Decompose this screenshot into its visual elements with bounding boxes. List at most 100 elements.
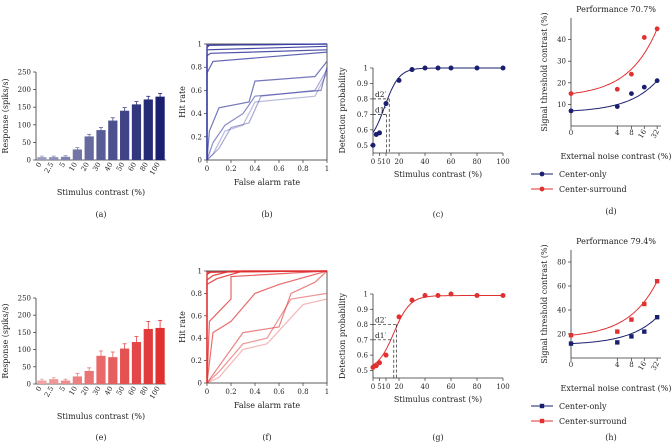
panel-h-data-point <box>568 333 574 338</box>
panel-c-data-point <box>409 67 415 73</box>
panel-f-xtick-label: 0.2 <box>225 388 236 396</box>
panel-c-data-point <box>500 65 506 71</box>
panel-g-ylabel: Detection probability <box>338 292 347 379</box>
panel-c-ylabel: Detection probability <box>338 67 347 154</box>
panel-h-xtick-label: 32 <box>650 360 661 372</box>
panel-a-xtick-label: 80 <box>139 161 150 173</box>
panel-h-data-point <box>629 334 634 339</box>
panel-b-ytick-label: 0.4 <box>191 110 203 118</box>
panel-h-data-point <box>615 329 620 334</box>
panel-f-ytick-label: 0.6 <box>191 312 203 320</box>
panel-h-label: (h) <box>605 433 616 442</box>
panel-f-roc-curve <box>206 270 327 383</box>
panel-h-title: Performance 79.4% <box>576 237 656 246</box>
panel-e-bar <box>131 342 142 384</box>
panel-g-data-point <box>383 352 389 358</box>
panel-g-ytick-label: 0.5 <box>357 367 368 375</box>
panel-h-data-point <box>568 341 574 346</box>
panel-g-xtick-label: 5 <box>377 383 381 391</box>
panel-d-data-point <box>641 84 647 90</box>
panel-d-legend-marker <box>539 186 545 192</box>
panel-e-xtick-label: 2.5 <box>43 385 55 399</box>
panel-b-ytick-label: 1 <box>198 41 202 49</box>
panel-c-data-point <box>383 101 389 107</box>
panel-b-xtick-label: 0.4 <box>249 165 261 173</box>
panel-g-xlabel: Stimulus contrast (%) <box>394 395 482 404</box>
panel-c-xtick-label: 20 <box>395 158 404 166</box>
panel-g-xtick-label: 60 <box>447 383 456 391</box>
panel-g-data-point <box>409 297 415 303</box>
panel-c-ytick-label: 0.7 <box>357 111 368 119</box>
panel-d-data-point <box>629 91 634 96</box>
panel-a-xtick-label: 30 <box>91 161 102 173</box>
panel-a-xtick-label: 40 <box>103 161 114 173</box>
panel-g-xtick-label: 40 <box>421 383 430 391</box>
panel-b-ylabel: Hit rate <box>178 86 187 118</box>
panel-b-roc-curve <box>206 45 328 160</box>
panel-g-xtick-label: 100 <box>496 383 509 391</box>
panel-e-xtick-label: 30 <box>91 385 102 397</box>
panel-e-bar <box>120 348 130 384</box>
panel-h-ytick-label: 80 <box>557 259 566 267</box>
panel-f-xtick-label: 0.6 <box>273 388 285 396</box>
panel-d-legend-label: Center-surround <box>559 185 627 194</box>
panel-b-roc-curve <box>206 49 328 160</box>
panel-h-legend-marker <box>539 418 545 424</box>
panel-h-data-point <box>654 315 660 320</box>
panel-g-ytick-label: 0.8 <box>357 321 368 329</box>
panel-d-ylabel: Signal threshold contrast (%) <box>540 12 549 131</box>
panel-e-ytick-label: 100 <box>18 346 31 354</box>
panel-h-ytick-label: 40 <box>557 307 566 315</box>
panel-f-ylabel: Hit rate <box>178 311 187 343</box>
panel-g-data-point <box>422 293 428 299</box>
panel-a-bar <box>72 149 82 160</box>
panel-g-data-point <box>500 293 506 299</box>
panel-a-bar <box>37 157 47 160</box>
panel-c-xtick-label: 100 <box>496 158 509 166</box>
panel-e-ytick-label: 50 <box>22 363 31 371</box>
panel-f-xlabel: False alarm rate <box>234 401 301 410</box>
panel-b-label: (b) <box>261 210 272 219</box>
panel-g-fit-curve <box>372 295 503 366</box>
panel-a-label: (a) <box>95 210 106 219</box>
panel-h-data-point <box>615 340 620 345</box>
panel-g-xtick-label: 80 <box>473 383 482 391</box>
panel-c-xtick-label: 5 <box>377 158 381 166</box>
panel-g-data-point <box>435 293 441 299</box>
panel-e-xtick-label: 10 <box>68 385 79 397</box>
panel-c-data-point <box>448 65 454 71</box>
panel-a-ylabel: Response (spiks/s) <box>1 78 10 153</box>
panel-f-ytick-label: 0.8 <box>191 290 202 298</box>
panel-d-xtick-label: 16 <box>637 128 649 140</box>
panel-h-xtick-label: 4 <box>615 361 620 369</box>
panel-h-xtick-label: 8 <box>629 361 633 369</box>
panel-d-ytick-label: 20 <box>557 79 566 87</box>
panel-a-ytick-label: 0 <box>27 157 31 165</box>
panel-a-xtick-label: 2.5 <box>43 161 55 175</box>
panel-f-ytick-label: 1 <box>198 268 202 276</box>
panel-h-xtick-label: 0 <box>569 361 573 369</box>
panel-d-legend-marker <box>539 171 545 177</box>
panel-b-ytick-label: 0 <box>198 157 202 165</box>
panel-e-xtick-label: 100 <box>148 385 162 401</box>
panel-g-ytick-label: 1 <box>364 291 368 299</box>
panel-c-data-point <box>422 65 428 71</box>
panel-f-frame <box>206 270 328 384</box>
panel-b-xtick-label: 1 <box>325 165 329 173</box>
panel-e-xtick-label: 60 <box>127 385 138 397</box>
panel-g-xtick-label: 0 <box>371 383 375 391</box>
panel-e-ytick-label: 200 <box>18 312 31 320</box>
panel-a-ytick-label: 200 <box>18 86 31 94</box>
panel-d-xtick-label: 32 <box>650 128 661 140</box>
panel-e-bar <box>108 357 118 384</box>
panel-c-label: (c) <box>433 210 444 219</box>
panel-d-xtick-label: 8 <box>629 129 633 137</box>
panel-d-xtick-label: 0 <box>569 129 573 137</box>
panel-e-ytick-label: 0 <box>27 381 31 389</box>
panel-a-xtick-label: 0 <box>34 161 43 169</box>
panel-c-ytick-label: 1 <box>364 65 368 73</box>
panel-c-fit-curve <box>372 67 503 133</box>
panel-b-ytick-label: 0.6 <box>191 87 203 95</box>
panel-a-xtick-label: 10 <box>68 161 79 173</box>
panel-g-dprime-label: d2′ <box>375 316 387 325</box>
